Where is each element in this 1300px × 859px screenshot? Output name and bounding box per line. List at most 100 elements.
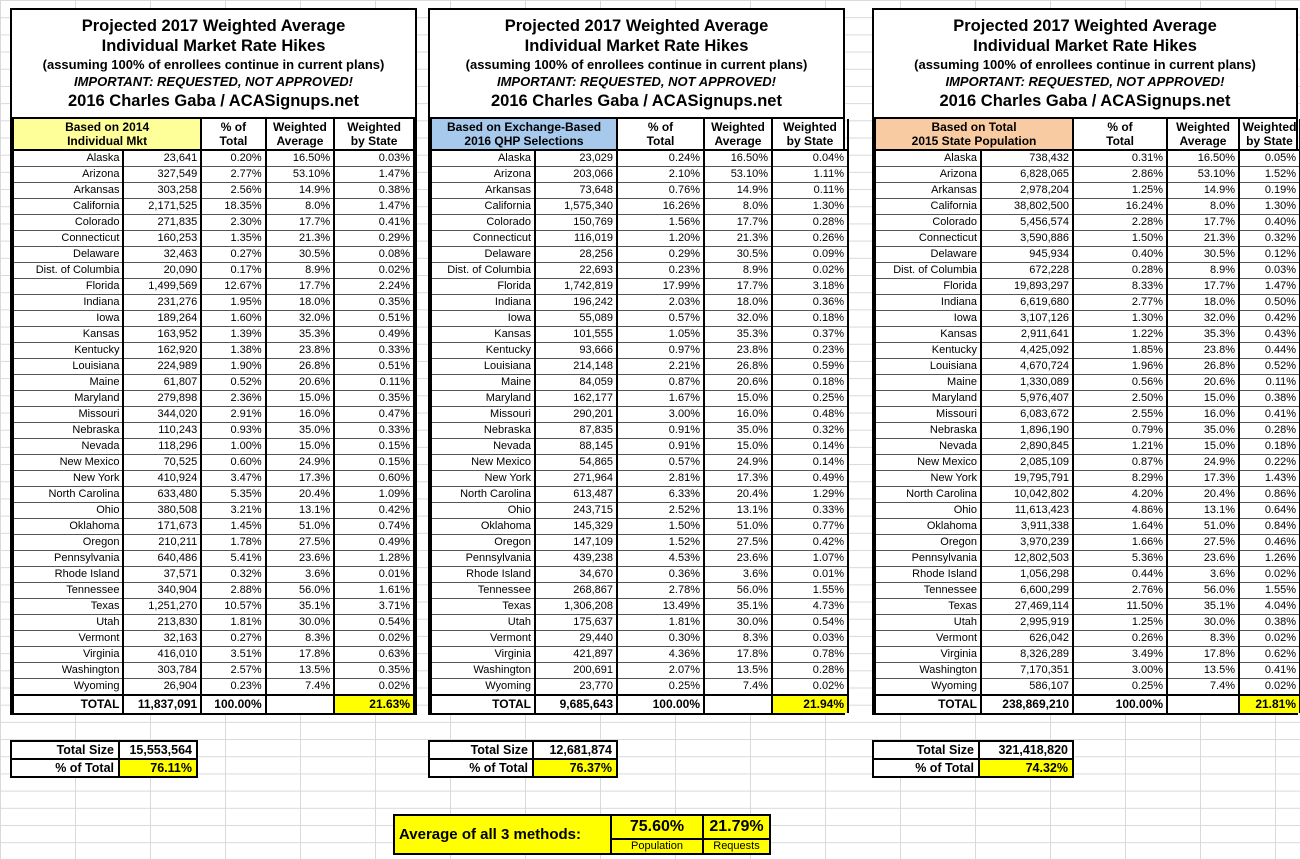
- weighted-average-cell[interactable]: 3.6%: [1166, 566, 1241, 583]
- pct-of-total-cell[interactable]: 0.91%: [616, 438, 705, 455]
- pct-of-total-cell[interactable]: 1.52%: [616, 534, 705, 551]
- state-cell[interactable]: Kentucky: [430, 342, 536, 359]
- state-cell[interactable]: New Mexico: [430, 454, 536, 471]
- state-cell[interactable]: Connecticut: [874, 230, 982, 247]
- weighted-average-cell[interactable]: 16.50%: [1166, 149, 1241, 167]
- value-cell[interactable]: 271,835: [122, 214, 203, 231]
- value-cell[interactable]: 1,251,270: [122, 598, 203, 615]
- value-cell[interactable]: 421,897: [534, 646, 618, 663]
- total-pct[interactable]: 100.00%: [1072, 694, 1169, 713]
- weighted-average-cell[interactable]: 8.0%: [264, 198, 336, 215]
- state-cell[interactable]: Maryland: [874, 390, 982, 407]
- state-cell[interactable]: Kentucky: [11, 342, 125, 359]
- value-cell[interactable]: 231,276: [122, 294, 203, 311]
- pct-of-total-cell[interactable]: 16.24%: [1072, 198, 1169, 215]
- col-header-weighted-by-state[interactable]: Weighted by State: [771, 119, 849, 151]
- value-cell[interactable]: 93,666: [534, 342, 618, 359]
- pct-of-total-cell[interactable]: 5.41%: [200, 550, 267, 567]
- value-cell[interactable]: 160,253: [122, 230, 203, 247]
- value-cell[interactable]: 101,555: [534, 326, 618, 343]
- weighted-by-state-cell[interactable]: 0.23%: [771, 342, 849, 359]
- pct-of-total-cell[interactable]: 0.91%: [616, 422, 705, 439]
- weighted-average-cell[interactable]: 20.6%: [1166, 374, 1241, 391]
- value-cell[interactable]: 6,828,065: [979, 166, 1075, 183]
- state-cell[interactable]: Arizona: [11, 166, 125, 183]
- weighted-average-cell[interactable]: 23.6%: [264, 550, 336, 567]
- pct-of-total-cell[interactable]: 8.29%: [1072, 470, 1169, 487]
- pct-of-total-cell[interactable]: 0.23%: [616, 262, 705, 279]
- weighted-by-state-cell[interactable]: 4.73%: [771, 598, 849, 615]
- value-cell[interactable]: 672,228: [979, 262, 1075, 279]
- state-cell[interactable]: Florida: [874, 278, 982, 295]
- weighted-by-state-cell[interactable]: 0.18%: [1238, 438, 1300, 455]
- weighted-by-state-cell[interactable]: 0.28%: [771, 662, 849, 679]
- state-cell[interactable]: Washington: [430, 662, 536, 679]
- value-cell[interactable]: 327,549: [122, 166, 203, 183]
- weighted-by-state-cell[interactable]: 0.15%: [333, 438, 415, 455]
- weighted-average-cell[interactable]: 30.0%: [264, 614, 336, 631]
- state-cell[interactable]: Washington: [874, 662, 982, 679]
- weighted-average-cell[interactable]: 17.7%: [703, 278, 773, 295]
- weighted-by-state-cell[interactable]: 0.18%: [771, 374, 849, 391]
- weighted-by-state-cell[interactable]: 0.12%: [1238, 246, 1300, 263]
- weighted-by-state-cell[interactable]: 1.61%: [333, 582, 415, 599]
- pct-of-total-cell[interactable]: 2.81%: [616, 470, 705, 487]
- weighted-average-cell[interactable]: 14.9%: [703, 182, 773, 199]
- state-cell[interactable]: Arkansas: [430, 182, 536, 199]
- pct-of-total-cell[interactable]: 10.57%: [200, 598, 267, 615]
- value-cell[interactable]: 5,976,407: [979, 390, 1075, 407]
- weighted-by-state-cell[interactable]: 2.24%: [333, 278, 415, 295]
- state-cell[interactable]: New York: [430, 470, 536, 487]
- weighted-by-state-cell[interactable]: 0.40%: [1238, 214, 1300, 231]
- value-cell[interactable]: 945,934: [979, 246, 1075, 263]
- pct-of-total-cell[interactable]: 2.55%: [1072, 406, 1169, 423]
- value-cell[interactable]: 344,020: [122, 406, 203, 423]
- value-cell[interactable]: 3,107,126: [979, 310, 1075, 327]
- weighted-average-cell[interactable]: 17.7%: [1166, 278, 1241, 295]
- weighted-by-state-cell[interactable]: 0.47%: [333, 406, 415, 423]
- weighted-by-state-cell[interactable]: 0.02%: [1238, 678, 1300, 696]
- value-cell[interactable]: 22,693: [534, 262, 618, 279]
- state-cell[interactable]: Louisiana: [11, 358, 125, 375]
- weighted-average-cell[interactable]: 13.5%: [1166, 662, 1241, 679]
- state-cell[interactable]: Alaska: [874, 149, 982, 167]
- weighted-average-cell[interactable]: 27.5%: [264, 534, 336, 551]
- col-header-pct-of-total[interactable]: % of Total: [616, 119, 705, 151]
- weighted-by-state-cell[interactable]: 0.11%: [771, 182, 849, 199]
- value-cell[interactable]: 4,425,092: [979, 342, 1075, 359]
- weighted-average-cell[interactable]: 15.0%: [1166, 390, 1241, 407]
- weighted-average-cell[interactable]: 20.4%: [264, 486, 336, 503]
- weighted-by-state-cell[interactable]: 0.26%: [771, 230, 849, 247]
- pct-of-total-cell[interactable]: 0.27%: [200, 246, 267, 263]
- pct-of-total-cell[interactable]: 1.56%: [616, 214, 705, 231]
- state-cell[interactable]: Oregon: [430, 534, 536, 551]
- weighted-by-state-cell[interactable]: 0.52%: [1238, 358, 1300, 375]
- state-cell[interactable]: Nevada: [874, 438, 982, 455]
- pct-of-total-cell[interactable]: 0.52%: [200, 374, 267, 391]
- total-label[interactable]: TOTAL: [430, 694, 536, 713]
- state-cell[interactable]: Ohio: [11, 502, 125, 519]
- state-cell[interactable]: Louisiana: [430, 358, 536, 375]
- weighted-average-cell[interactable]: 23.8%: [264, 342, 336, 359]
- state-cell[interactable]: Arkansas: [874, 182, 982, 199]
- state-cell[interactable]: New York: [874, 470, 982, 487]
- weighted-average-cell[interactable]: 13.5%: [264, 662, 336, 679]
- state-cell[interactable]: Maryland: [430, 390, 536, 407]
- weighted-by-state-cell[interactable]: 0.03%: [771, 630, 849, 647]
- weighted-by-state-cell[interactable]: 1.26%: [1238, 550, 1300, 567]
- value-cell[interactable]: 116,019: [534, 230, 618, 247]
- weighted-average-cell[interactable]: 18.0%: [703, 294, 773, 311]
- weighted-average-cell[interactable]: 17.8%: [1166, 646, 1241, 663]
- value-cell[interactable]: 268,867: [534, 582, 618, 599]
- pct-of-total-cell[interactable]: 1.60%: [200, 310, 267, 327]
- pct-of-total-cell[interactable]: 2.10%: [616, 166, 705, 183]
- weighted-by-state-cell[interactable]: 0.59%: [771, 358, 849, 375]
- weighted-average-cell[interactable]: 16.0%: [703, 406, 773, 423]
- value-cell[interactable]: 84,059: [534, 374, 618, 391]
- value-cell[interactable]: 55,089: [534, 310, 618, 327]
- pct-of-total-cell[interactable]: 5.36%: [1072, 550, 1169, 567]
- state-cell[interactable]: Missouri: [874, 406, 982, 423]
- pct-of-total-label[interactable]: % of Total: [10, 758, 120, 778]
- value-cell[interactable]: 88,145: [534, 438, 618, 455]
- weighted-by-state-cell[interactable]: 0.18%: [771, 310, 849, 327]
